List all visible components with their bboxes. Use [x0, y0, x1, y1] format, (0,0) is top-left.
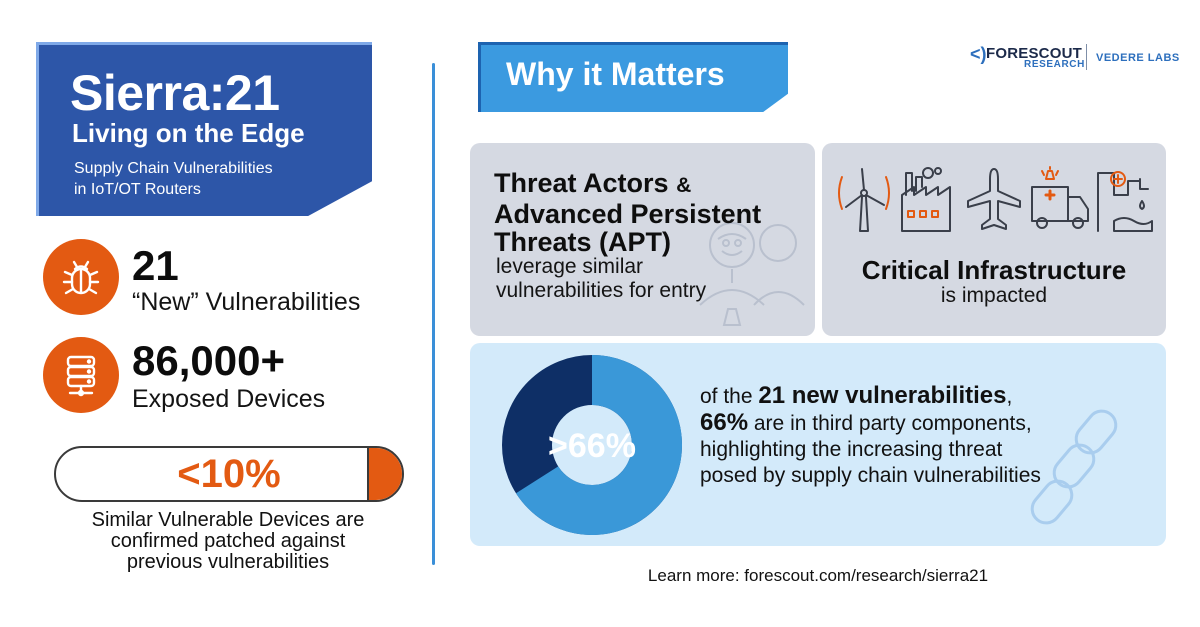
third-party-card: >66% of the 21 new vulnerabilities, 66% … [470, 343, 1166, 546]
threat-title-part: Advanced Persistent [494, 199, 762, 229]
description-line: Supply Chain Vulnerabilities [74, 160, 273, 177]
threat-description: leverage similar vulnerabilities for ent… [496, 255, 776, 303]
forescout-mark-icon: <) [970, 44, 987, 64]
water-treatment-icon [1097, 171, 1153, 232]
logo-lab: VEDERE LABS [1096, 52, 1180, 64]
progress-caption: Similar Vulnerable Devices are confirmed… [36, 510, 420, 573]
progress-value: <10% [177, 451, 281, 496]
progress-fill [367, 448, 402, 500]
description-line: in IoT/OT Routers [74, 181, 201, 198]
infrastructure-subtitle: is impacted [940, 284, 1048, 307]
caption-line: Similar Vulnerable Devices are [91, 509, 365, 531]
threat-title-part: Threats (APT) [494, 227, 672, 257]
logo-brand: FORESCOUT [986, 45, 1082, 62]
page-title: Sierra:21 [70, 65, 280, 121]
infrastructure-title: Critical Infrastructure [861, 255, 1127, 285]
threat-title-part: Threat Actors [494, 168, 669, 198]
logo-divider [1086, 44, 1087, 70]
vulnerability-count: 21 [132, 242, 179, 289]
third-party-line: posed by supply chain vulnerabilities [700, 464, 1041, 487]
threat-actors-card: Threat Actors & Advanced Persistent Thre… [470, 143, 815, 336]
threat-title-amp: & [676, 174, 692, 197]
threat-title: Threat Actors & Advanced Persistent Thre… [494, 169, 804, 256]
section-banner: Why it Matters [478, 42, 788, 112]
caption-line: confirmed patched against [110, 530, 346, 552]
exposed-device-label: Exposed Devices [132, 385, 326, 413]
learn-more-link[interactable]: Learn more: forescout.com/research/sierr… [647, 566, 989, 585]
line-text: are in third party components, [748, 412, 1032, 435]
forescout-logo: <) FORESCOUT RESEARCH VEDERE LABS [970, 44, 1180, 72]
caption-line: previous vulnerabilities [126, 551, 330, 573]
threat-desc-line: leverage similar [496, 255, 644, 278]
factory-icon [901, 167, 951, 232]
line-text: of the [700, 385, 759, 408]
patched-progress-bar: <10% [54, 446, 404, 502]
database-icon [43, 337, 119, 413]
infrastructure-icons [838, 166, 1153, 232]
third-party-text: of the 21 new vulnerabilities, 66% are i… [700, 383, 1140, 489]
title-banner: Sierra:21 Living on the Edge Supply Chai… [36, 42, 372, 216]
third-party-line: of the 21 new vulnerabilities, [700, 383, 1140, 410]
page-description: Supply Chain Vulnerabilities in IoT/OT R… [74, 158, 334, 200]
vertical-divider [432, 63, 435, 565]
critical-infrastructure-card: Critical Infrastructure is impacted [822, 143, 1166, 336]
line-bold: 66% [700, 409, 749, 436]
vulnerability-label: “New” Vulnerabilities [132, 288, 361, 316]
third-party-donut-chart: >66% [502, 355, 682, 535]
chain-link-icon [1030, 409, 1118, 525]
donut-label: >66% [548, 427, 636, 465]
wind-turbine-icon [838, 168, 890, 232]
threat-desc-line: vulnerabilities for entry [496, 279, 707, 302]
logo-research: RESEARCH [1024, 59, 1085, 70]
third-party-line: 66% are in third party components, [700, 410, 1140, 437]
donut-share-arc [516, 355, 682, 535]
ambulance-icon [1031, 166, 1089, 229]
exposed-device-count: 86,000+ [132, 337, 285, 384]
section-title: Why it Matters [506, 56, 725, 92]
line-bold: 21 new vulnerabilities [758, 382, 1007, 409]
bug-icon [43, 239, 119, 315]
airplane-icon [967, 168, 1021, 230]
hacker-icon [699, 222, 805, 326]
third-party-line: highlighting the increasing threat [700, 438, 1003, 461]
page-subtitle: Living on the Edge [72, 118, 305, 148]
line-text: , [1006, 385, 1013, 408]
